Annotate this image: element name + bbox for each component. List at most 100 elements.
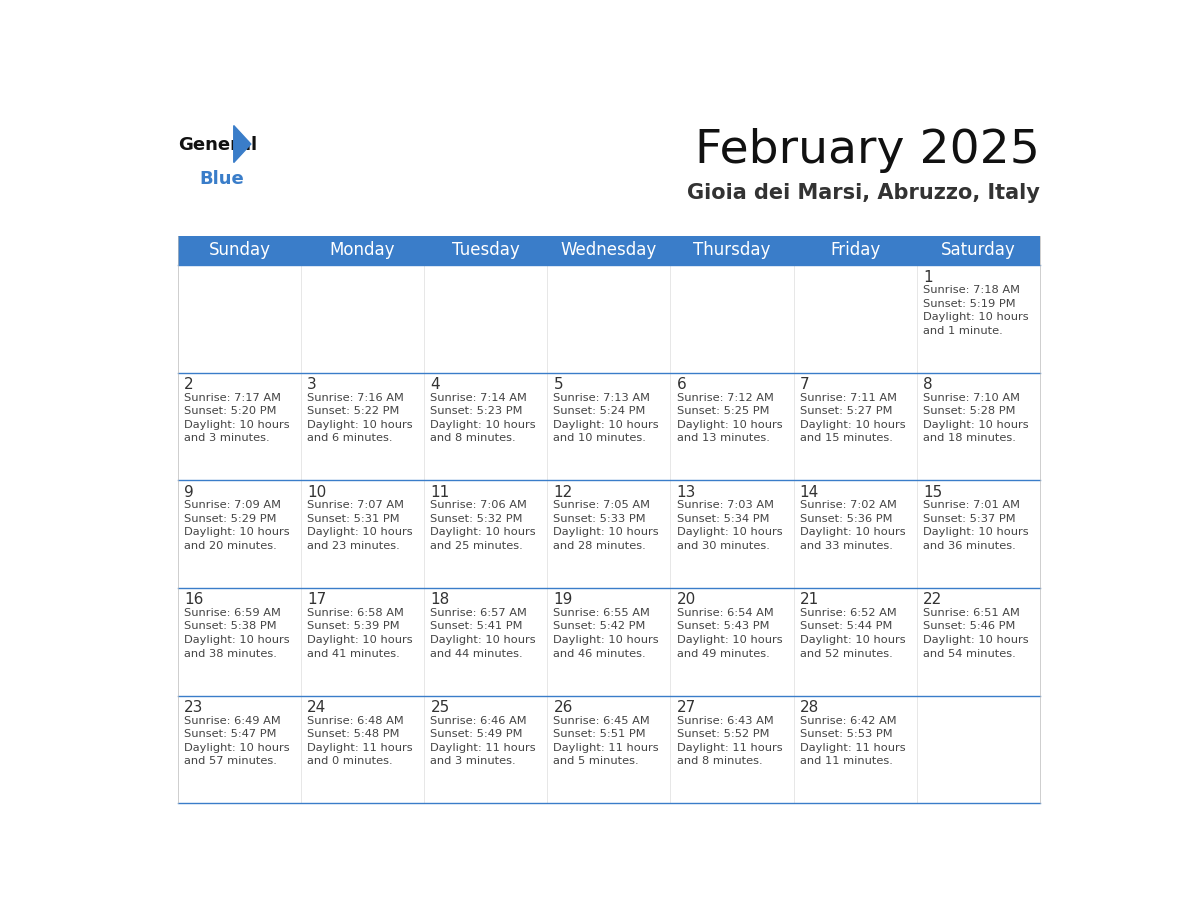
Text: Sunrise: 6:51 AM
Sunset: 5:46 PM
Daylight: 10 hours
and 54 minutes.: Sunrise: 6:51 AM Sunset: 5:46 PM Dayligh… [923,608,1029,659]
Bar [178,373,301,480]
Text: Monday: Monday [330,241,396,259]
Text: Wednesday: Wednesday [561,241,657,259]
Text: Sunrise: 7:11 AM
Sunset: 5:27 PM
Daylight: 10 hours
and 15 minutes.: Sunrise: 7:11 AM Sunset: 5:27 PM Dayligh… [800,393,905,443]
Bar [301,696,424,803]
Text: February 2025: February 2025 [695,128,1040,173]
Text: Sunrise: 7:16 AM
Sunset: 5:22 PM
Daylight: 10 hours
and 6 minutes.: Sunrise: 7:16 AM Sunset: 5:22 PM Dayligh… [308,393,413,443]
Text: Sunrise: 6:43 AM
Sunset: 5:52 PM
Daylight: 11 hours
and 8 minutes.: Sunrise: 6:43 AM Sunset: 5:52 PM Dayligh… [677,715,782,767]
Text: 1: 1 [923,270,933,285]
Text: 9: 9 [184,485,194,499]
Polygon shape [234,126,251,162]
Text: Sunrise: 6:48 AM
Sunset: 5:48 PM
Daylight: 11 hours
and 0 minutes.: Sunrise: 6:48 AM Sunset: 5:48 PM Dayligh… [308,715,413,767]
Text: Sunrise: 7:05 AM
Sunset: 5:33 PM
Daylight: 10 hours
and 28 minutes.: Sunrise: 7:05 AM Sunset: 5:33 PM Dayligh… [554,500,659,551]
Text: Thursday: Thursday [694,241,771,259]
Text: 16: 16 [184,592,203,608]
Bar [670,373,794,480]
Text: 8: 8 [923,377,933,392]
Text: Sunrise: 7:02 AM
Sunset: 5:36 PM
Daylight: 10 hours
and 33 minutes.: Sunrise: 7:02 AM Sunset: 5:36 PM Dayligh… [800,500,905,551]
Text: Sunday: Sunday [209,241,271,259]
Text: 10: 10 [308,485,327,499]
Bar [794,480,917,588]
Text: Sunrise: 7:07 AM
Sunset: 5:31 PM
Daylight: 10 hours
and 23 minutes.: Sunrise: 7:07 AM Sunset: 5:31 PM Dayligh… [308,500,413,551]
Bar [548,236,670,265]
Text: Sunrise: 6:59 AM
Sunset: 5:38 PM
Daylight: 10 hours
and 38 minutes.: Sunrise: 6:59 AM Sunset: 5:38 PM Dayligh… [184,608,290,659]
Text: 27: 27 [677,700,696,715]
Bar [178,588,301,696]
Text: 4: 4 [430,377,440,392]
Bar [424,696,548,803]
Text: Tuesday: Tuesday [451,241,519,259]
Bar [301,480,424,588]
Text: Sunrise: 6:57 AM
Sunset: 5:41 PM
Daylight: 10 hours
and 44 minutes.: Sunrise: 6:57 AM Sunset: 5:41 PM Dayligh… [430,608,536,659]
Bar [917,696,1040,803]
Bar [301,265,424,373]
Text: Sunrise: 6:49 AM
Sunset: 5:47 PM
Daylight: 10 hours
and 57 minutes.: Sunrise: 6:49 AM Sunset: 5:47 PM Dayligh… [184,715,290,767]
Bar [301,373,424,480]
Bar [424,588,548,696]
Text: 24: 24 [308,700,327,715]
Text: 18: 18 [430,592,449,608]
Text: Sunrise: 7:09 AM
Sunset: 5:29 PM
Daylight: 10 hours
and 20 minutes.: Sunrise: 7:09 AM Sunset: 5:29 PM Dayligh… [184,500,290,551]
Bar [917,480,1040,588]
Bar [548,480,670,588]
Text: 21: 21 [800,592,819,608]
Text: 3: 3 [308,377,317,392]
Text: Gioia dei Marsi, Abruzzo, Italy: Gioia dei Marsi, Abruzzo, Italy [687,184,1040,203]
Text: Sunrise: 7:14 AM
Sunset: 5:23 PM
Daylight: 10 hours
and 8 minutes.: Sunrise: 7:14 AM Sunset: 5:23 PM Dayligh… [430,393,536,443]
Bar [178,265,301,373]
Bar [917,265,1040,373]
Bar [424,373,548,480]
Text: 23: 23 [184,700,203,715]
Text: 6: 6 [677,377,687,392]
Bar [670,236,794,265]
Text: Sunrise: 6:45 AM
Sunset: 5:51 PM
Daylight: 11 hours
and 5 minutes.: Sunrise: 6:45 AM Sunset: 5:51 PM Dayligh… [554,715,659,767]
Bar [548,588,670,696]
Text: Sunrise: 6:58 AM
Sunset: 5:39 PM
Daylight: 10 hours
and 41 minutes.: Sunrise: 6:58 AM Sunset: 5:39 PM Dayligh… [308,608,413,659]
Text: Sunrise: 7:06 AM
Sunset: 5:32 PM
Daylight: 10 hours
and 25 minutes.: Sunrise: 7:06 AM Sunset: 5:32 PM Dayligh… [430,500,536,551]
Text: Sunrise: 6:55 AM
Sunset: 5:42 PM
Daylight: 10 hours
and 46 minutes.: Sunrise: 6:55 AM Sunset: 5:42 PM Dayligh… [554,608,659,659]
Bar [301,236,424,265]
Text: 19: 19 [554,592,573,608]
Text: 25: 25 [430,700,449,715]
Text: Friday: Friday [830,241,880,259]
Text: Sunrise: 7:03 AM
Sunset: 5:34 PM
Daylight: 10 hours
and 30 minutes.: Sunrise: 7:03 AM Sunset: 5:34 PM Dayligh… [677,500,782,551]
Bar [794,265,917,373]
Bar [670,588,794,696]
Bar [917,373,1040,480]
Text: Sunrise: 6:42 AM
Sunset: 5:53 PM
Daylight: 11 hours
and 11 minutes.: Sunrise: 6:42 AM Sunset: 5:53 PM Dayligh… [800,715,905,767]
Text: 15: 15 [923,485,942,499]
Text: Saturday: Saturday [941,241,1016,259]
Bar [424,480,548,588]
Bar [794,588,917,696]
Text: 12: 12 [554,485,573,499]
Bar [548,265,670,373]
Text: Sunrise: 7:10 AM
Sunset: 5:28 PM
Daylight: 10 hours
and 18 minutes.: Sunrise: 7:10 AM Sunset: 5:28 PM Dayligh… [923,393,1029,443]
Bar [178,480,301,588]
Text: 26: 26 [554,700,573,715]
Text: Sunrise: 7:18 AM
Sunset: 5:19 PM
Daylight: 10 hours
and 1 minute.: Sunrise: 7:18 AM Sunset: 5:19 PM Dayligh… [923,285,1029,336]
Text: 17: 17 [308,592,327,608]
Text: Blue: Blue [200,171,245,188]
Bar [301,588,424,696]
Text: Sunrise: 7:12 AM
Sunset: 5:25 PM
Daylight: 10 hours
and 13 minutes.: Sunrise: 7:12 AM Sunset: 5:25 PM Dayligh… [677,393,782,443]
Bar [178,236,301,265]
Text: 28: 28 [800,700,819,715]
Text: General: General [178,136,257,154]
Text: Sunrise: 7:01 AM
Sunset: 5:37 PM
Daylight: 10 hours
and 36 minutes.: Sunrise: 7:01 AM Sunset: 5:37 PM Dayligh… [923,500,1029,551]
Bar [794,696,917,803]
Text: 5: 5 [554,377,563,392]
Bar [670,696,794,803]
Text: 2: 2 [184,377,194,392]
Text: 20: 20 [677,592,696,608]
Text: 7: 7 [800,377,809,392]
Bar [424,265,548,373]
Bar [178,696,301,803]
Bar [548,696,670,803]
Bar [424,236,548,265]
Text: Sunrise: 6:46 AM
Sunset: 5:49 PM
Daylight: 11 hours
and 3 minutes.: Sunrise: 6:46 AM Sunset: 5:49 PM Dayligh… [430,715,536,767]
Text: 13: 13 [677,485,696,499]
Bar [794,236,917,265]
Bar [670,480,794,588]
Bar [917,236,1040,265]
Bar [670,265,794,373]
